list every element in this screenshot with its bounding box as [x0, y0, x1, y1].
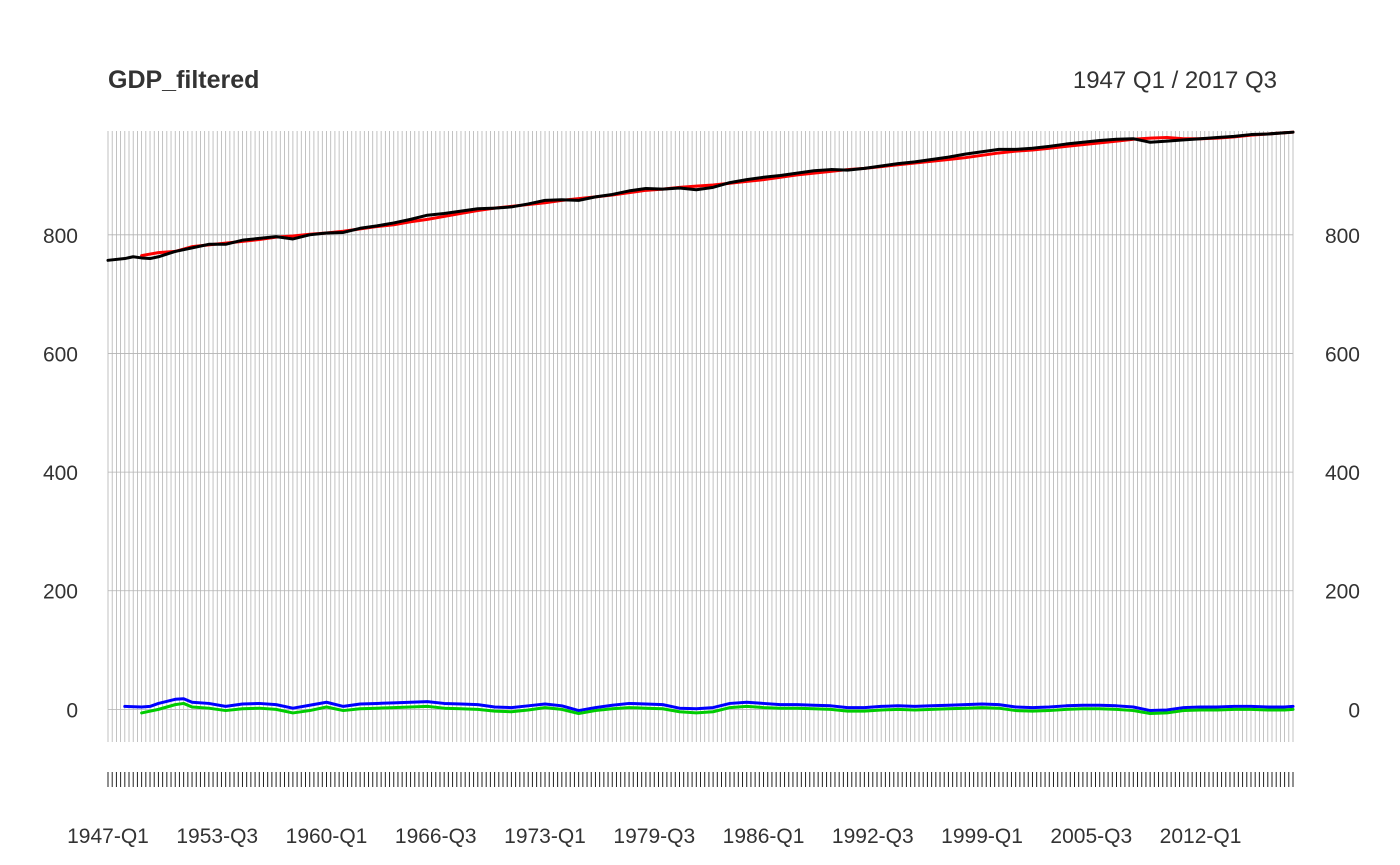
x-axis-labels: 1947-Q1 1953-Q3 1960-Q1 1966-Q3 1973-Q1 1979-… — [67, 825, 1241, 848]
x-tick-label: 1979-Q3 — [613, 825, 695, 848]
x-tick-label: 2012-Q1 — [1160, 825, 1242, 848]
x-axis-ticks — [107, 772, 1294, 787]
y-tick-label-right: 600 — [1325, 343, 1360, 366]
y-tick-label-left: 800 — [43, 225, 78, 248]
series-line-2 — [106, 130, 1295, 262]
x-tick-label: 1947-Q1 — [67, 825, 149, 848]
y-tick-label-left: 200 — [43, 581, 78, 604]
vertical-gridlines — [107, 131, 1294, 742]
horizontal-gridlines — [108, 234, 1293, 710]
x-tick-label: 1973-Q1 — [504, 825, 586, 848]
series-layer — [106, 130, 1295, 716]
y-axis-right: 0 200 400 600 800 — [1325, 225, 1360, 723]
y-tick-label-right: 800 — [1325, 225, 1360, 248]
x-tick-label: 1960-Q1 — [286, 825, 368, 848]
x-tick-label: 2005-Q3 — [1050, 825, 1132, 848]
y-tick-label-left: 400 — [43, 462, 78, 485]
y-tick-label-right: 400 — [1325, 462, 1360, 485]
x-tick-label: 1953-Q3 — [176, 825, 258, 848]
x-tick-label: 1986-Q1 — [723, 825, 805, 848]
x-tick-label: 1966-Q3 — [395, 825, 477, 848]
y-tick-label-right: 200 — [1325, 581, 1360, 604]
y-axis-left: 0 200 400 600 800 — [43, 225, 78, 723]
series-line-4 — [140, 701, 1295, 716]
chart-date-range: 1947 Q1 / 2017 Q3 — [1073, 67, 1277, 94]
x-tick-label: 1999-Q1 — [941, 825, 1023, 848]
y-tick-label-left: 0 — [66, 699, 78, 722]
series-line-3 — [123, 697, 1295, 713]
x-tick-label: 1992-Q3 — [832, 825, 914, 848]
chart-title: GDP_filtered — [108, 66, 259, 94]
y-tick-label-left: 600 — [43, 343, 78, 366]
y-tick-label-right: 0 — [1348, 699, 1360, 722]
